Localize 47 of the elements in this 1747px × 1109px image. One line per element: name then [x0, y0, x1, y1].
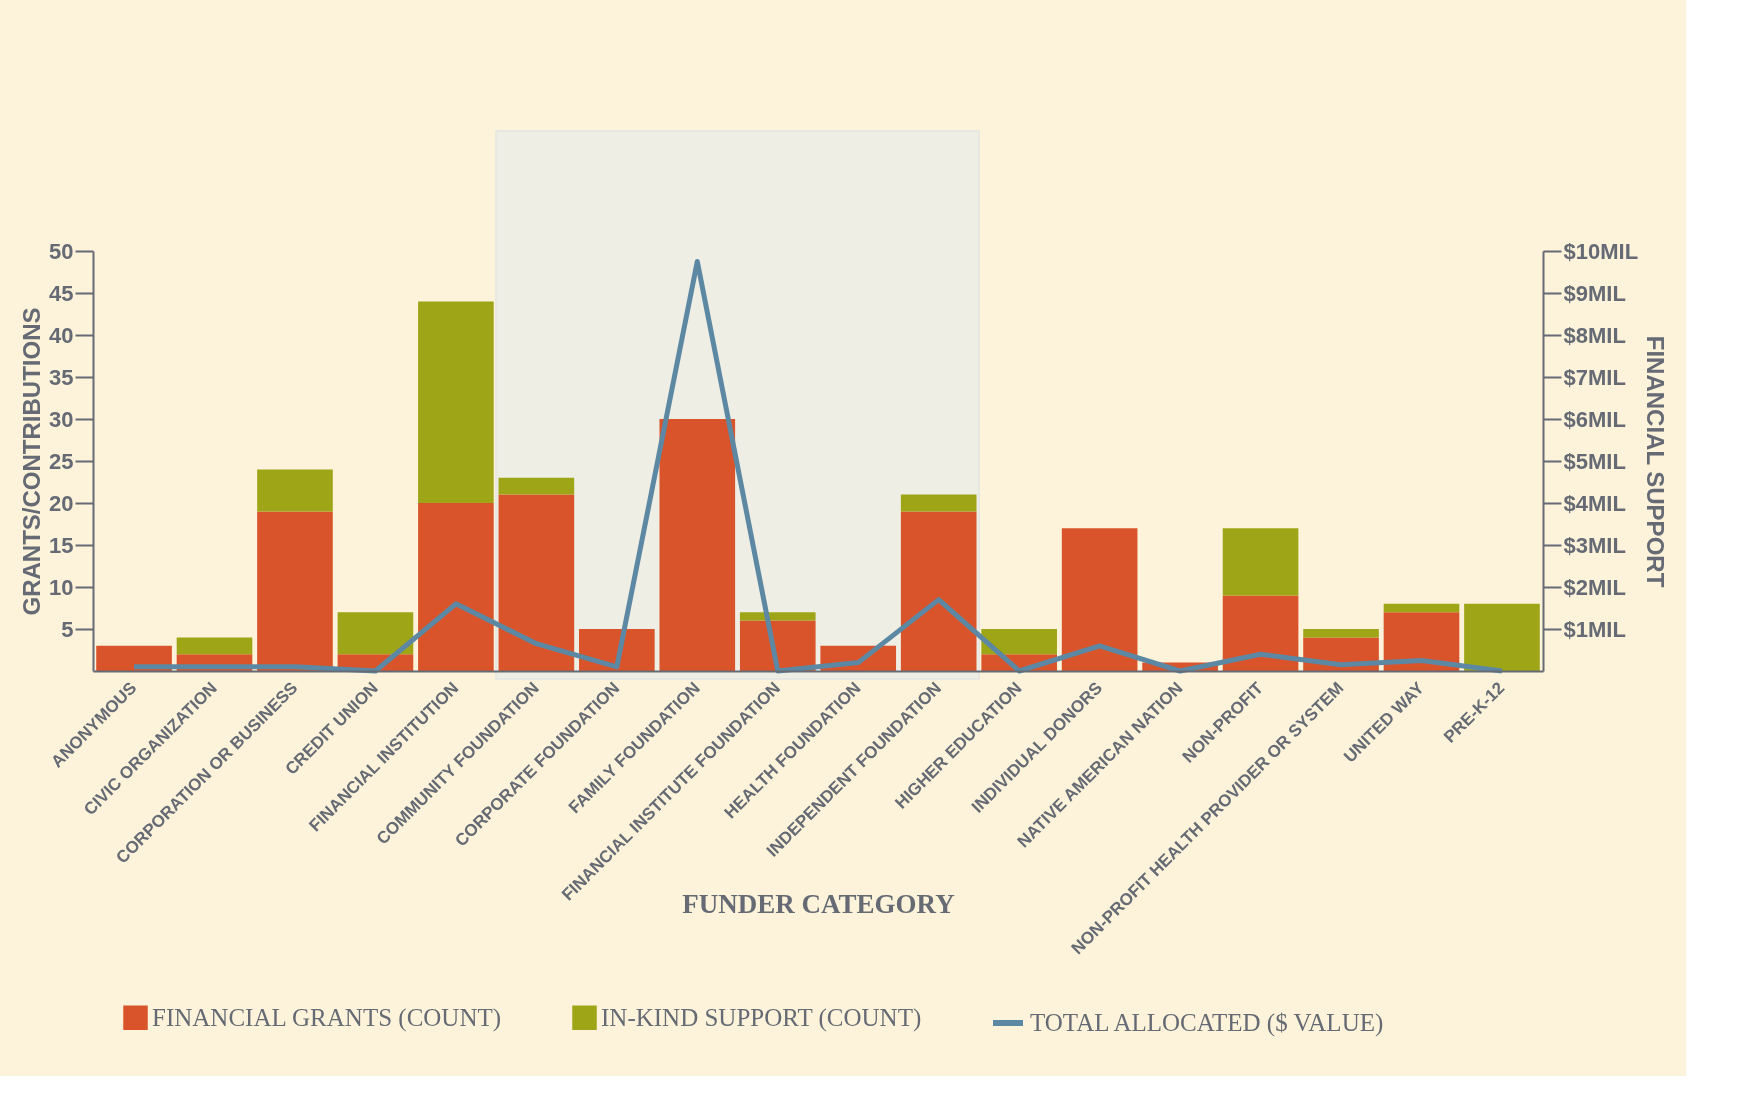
legend-label: FINANCIAL GRANTS (COUNT)	[152, 1003, 502, 1032]
y-axis-title: GRANTS/CONTRIBUTIONS	[18, 307, 46, 616]
y-tick-label: 20	[49, 490, 74, 516]
y-tick-label: 50	[49, 238, 74, 264]
y-tick-label: 45	[49, 280, 74, 306]
legend-label: IN-KIND SUPPORT (COUNT)	[601, 1003, 922, 1032]
y2-tick-label: $7MIL	[1563, 364, 1626, 390]
bar	[176, 637, 253, 655]
bar	[739, 612, 816, 621]
y2-tick-label: $2MIL	[1563, 574, 1626, 600]
bar	[900, 511, 977, 671]
bar	[1383, 603, 1460, 613]
bar	[257, 511, 333, 671]
bar	[96, 645, 172, 671]
y-tick-label: 40	[49, 322, 74, 348]
y-tick-label: 15	[49, 532, 74, 558]
bar	[1222, 595, 1299, 671]
y2-tick-label: $10MIL	[1563, 238, 1639, 264]
x-axis-title: FUNDER CATEGORY	[682, 888, 955, 919]
bar	[981, 629, 1057, 655]
y2-tick-label: $4MIL	[1563, 490, 1626, 516]
bar	[1222, 528, 1299, 596]
y2-tick-label: $8MIL	[1563, 322, 1626, 348]
bar	[337, 612, 414, 655]
y-tick-label: 5	[61, 616, 74, 642]
bar	[1464, 603, 1540, 671]
y2-tick-label: $1MIL	[1563, 616, 1626, 642]
y2-tick-label: $9MIL	[1563, 280, 1626, 306]
y-tick-label: 25	[49, 448, 74, 474]
y2-tick-label: $6MIL	[1563, 406, 1626, 432]
y-tick-label: 35	[49, 364, 74, 390]
bar	[1383, 612, 1460, 671]
bar	[418, 301, 494, 503]
y-tick-label: 30	[49, 406, 74, 432]
bar	[418, 503, 494, 671]
bar	[900, 494, 977, 512]
bar	[498, 477, 575, 495]
bar	[659, 419, 736, 671]
legend-label: TOTAL ALLOCATED ($ VALUE)	[1030, 1009, 1384, 1037]
y2-tick-label: $3MIL	[1563, 532, 1626, 558]
y2-tick-label: $5MIL	[1563, 448, 1626, 474]
bar	[1303, 629, 1379, 638]
y2-axis-title: FINANCIAL SUPPORT	[1642, 335, 1670, 588]
bar	[257, 469, 333, 512]
y-tick-label: 10	[49, 574, 74, 600]
bar	[1061, 528, 1138, 671]
bar	[498, 494, 575, 671]
